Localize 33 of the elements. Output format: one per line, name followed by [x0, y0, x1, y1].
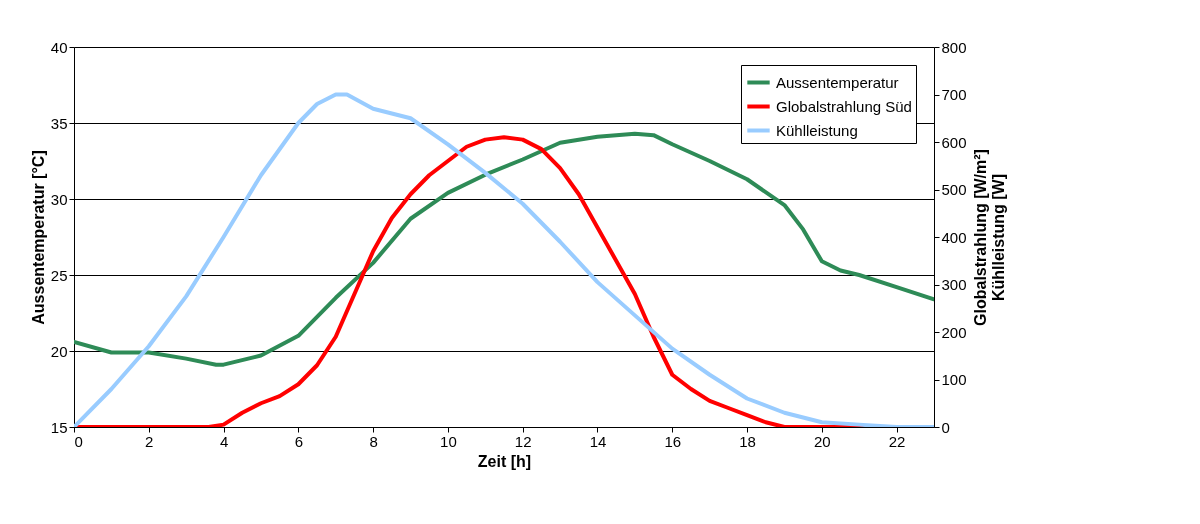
y-axis-title: Aussentemperatur [°C] — [29, 150, 47, 325]
x-tick-label: 14 — [589, 432, 607, 450]
y-tick-label: 25 — [50, 266, 68, 284]
y-tick-label: 40 — [50, 38, 68, 56]
x-tick-label: 4 — [219, 432, 229, 450]
legend-label: Globalstrahlung Süd — [776, 97, 912, 115]
x-tick-label: 0 — [74, 432, 83, 450]
y2-tick-label: 200 — [941, 323, 967, 341]
y2-tick-label: 700 — [941, 86, 967, 103]
y2-tick-label: 0 — [941, 418, 950, 436]
x-tick-label: 8 — [369, 432, 378, 450]
x-tick-label: 22 — [888, 432, 906, 450]
y-tick-label: 30 — [50, 190, 68, 208]
x-tick-label: 12 — [514, 432, 532, 450]
y-tick-label: 35 — [50, 114, 68, 132]
x-tick-label: 16 — [664, 432, 682, 450]
y-tick-label: 20 — [50, 342, 68, 360]
legend-label: Aussentemperatur — [776, 73, 899, 91]
y2-tick-label: 500 — [941, 181, 967, 198]
legend-label: Kühlleistung — [776, 121, 858, 139]
x-axis-title: Zeit [h] — [477, 452, 532, 470]
y2-tick-label: 400 — [941, 228, 967, 246]
y2-tick-label: 600 — [941, 133, 967, 151]
x-tick-label: 20 — [813, 432, 831, 450]
y2-tick-label: 100 — [941, 371, 967, 388]
y2-tick-label: 300 — [941, 276, 967, 293]
x-tick-label: 10 — [440, 432, 457, 450]
y-tick-label: 15 — [50, 418, 68, 436]
x-tick-label: 6 — [294, 432, 304, 450]
y2-tick-label: 800 — [941, 38, 967, 56]
y2-axis-title: Globalstrahlung [W/m²] Kühlleistung [W] — [971, 149, 1007, 326]
x-tick-label: 2 — [145, 432, 154, 450]
x-tick-label: 18 — [739, 432, 756, 450]
